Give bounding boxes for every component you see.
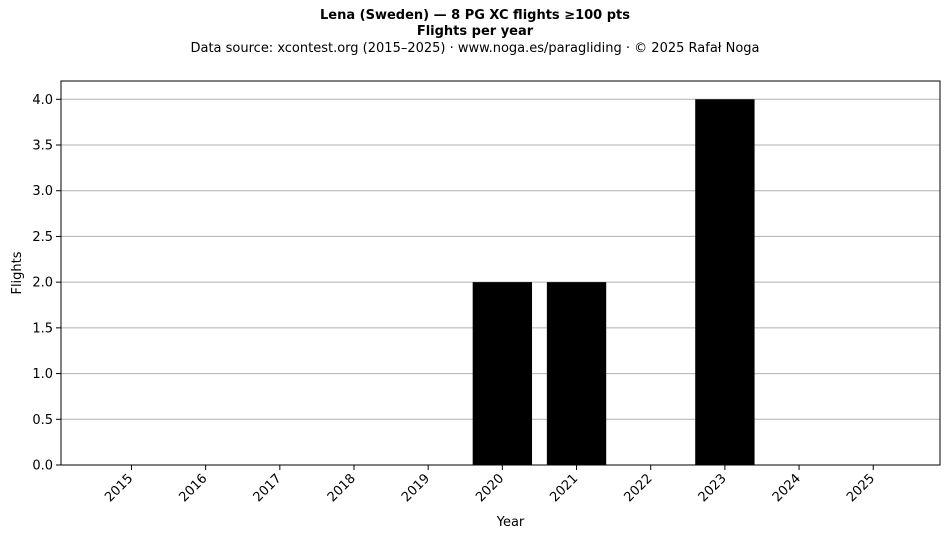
chart-subtitle: Flights per year bbox=[416, 24, 534, 39]
y-tick-label: 4.0 bbox=[32, 93, 53, 108]
bar-2020 bbox=[472, 282, 533, 465]
x-tick-label: 2019 bbox=[399, 471, 433, 505]
y-tick-label: 2.5 bbox=[32, 230, 53, 245]
y-axis-ticks: 0.0 0.5 1.0 1.5 2.0 2.5 3.0 3.5 4.0 bbox=[32, 93, 61, 474]
bar-2021 bbox=[546, 282, 607, 465]
x-tick-label: 2024 bbox=[770, 471, 804, 505]
x-tick-label: 2018 bbox=[325, 471, 359, 505]
plot-area-frame bbox=[60, 80, 941, 466]
x-axis-ticks: 2015 2016 2017 2018 2019 2020 2021 2022 2023 2024… bbox=[102, 465, 878, 505]
chart-source-note: Data source: xcontest.org (2015–2025) · … bbox=[190, 41, 760, 56]
y-tick-label: 3.5 bbox=[32, 139, 53, 154]
x-tick-label: 2021 bbox=[547, 471, 581, 505]
y-axis-label: Flights bbox=[10, 251, 25, 294]
bars bbox=[472, 99, 755, 466]
y-tick-label: 1.0 bbox=[32, 367, 53, 382]
chart-title: Lena (Sweden) — 8 PG XC flights ≥100 pts bbox=[319, 8, 631, 23]
y-tick-label: 2.0 bbox=[32, 276, 53, 291]
x-tick-label: 2022 bbox=[622, 471, 656, 505]
x-tick-label: 2023 bbox=[696, 471, 730, 505]
y-tick-label: 1.5 bbox=[32, 321, 53, 336]
x-tick-label: 2017 bbox=[251, 471, 285, 505]
x-axis-label: Year bbox=[496, 515, 525, 530]
y-tick-label: 0.0 bbox=[32, 459, 53, 474]
y-tick-label: 3.0 bbox=[32, 184, 53, 199]
x-tick-label: 2025 bbox=[844, 471, 878, 505]
bar-2023 bbox=[695, 99, 755, 466]
x-tick-label: 2015 bbox=[102, 471, 136, 505]
y-tick-label: 0.5 bbox=[32, 413, 53, 428]
chart-header: Lena (Sweden) — 8 PG XC flights ≥100 pts… bbox=[0, 8, 950, 57]
x-tick-label: 2020 bbox=[473, 471, 507, 505]
x-tick-label: 2016 bbox=[176, 471, 210, 505]
